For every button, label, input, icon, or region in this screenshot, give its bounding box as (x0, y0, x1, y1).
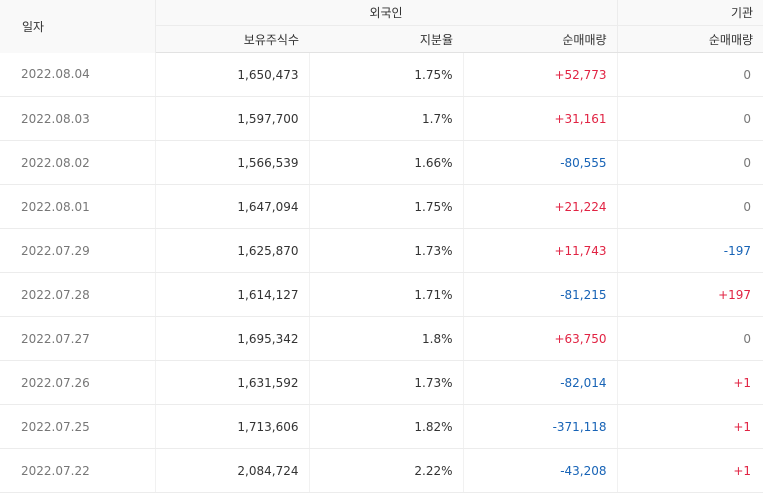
institution-net-cell: 0 (617, 96, 763, 141)
date-cell: 2022.07.27 (0, 316, 156, 361)
ratio-cell: 1.73% (309, 228, 464, 273)
foreign-net-cell: -43,208 (463, 448, 618, 493)
date-cell: 2022.08.04 (0, 52, 156, 97)
table-header: 일자 외국인 기관 보유주식수 지분율 순매매량 순매매량 (0, 0, 763, 53)
header-row-group: 일자 외국인 기관 (0, 0, 763, 53)
institution-net-column-header: 순매매량 (616, 25, 763, 53)
date-column-header: 일자 (0, 0, 156, 53)
ratio-cell: 1.75% (309, 184, 464, 229)
foreign-group-header: 외국인 (155, 0, 618, 26)
date-cell: 2022.07.25 (0, 404, 156, 449)
ratio-cell: 1.71% (309, 272, 464, 317)
table-row: 2022.07.22 2,084,724 2.22% -43,208 +1 (0, 448, 763, 493)
institution-net-cell: 0 (617, 140, 763, 185)
ratio-cell: 1.75% (309, 52, 464, 97)
ratio-column-header: 지분율 (309, 25, 463, 53)
institution-net-cell: 0 (617, 316, 763, 361)
institution-net-cell: +1 (617, 360, 763, 405)
institution-net-cell: +197 (617, 272, 763, 317)
holdings-cell: 1,647,094 (155, 184, 310, 229)
institution-net-cell: -197 (617, 228, 763, 273)
holdings-cell: 1,695,342 (155, 316, 310, 361)
date-cell: 2022.08.01 (0, 184, 156, 229)
foreign-net-cell: -81,215 (463, 272, 618, 317)
foreign-net-cell: +21,224 (463, 184, 618, 229)
institution-net-cell: 0 (617, 184, 763, 229)
holdings-cell: 1,614,127 (155, 272, 310, 317)
foreign-net-cell: +63,750 (463, 316, 618, 361)
institution-net-cell: 0 (617, 52, 763, 97)
table-body: 2022.08.04 1,650,473 1.75% +52,773 0 2022.08.… (0, 52, 763, 493)
table-row: 2022.08.02 1,566,539 1.66% -80,555 0 (0, 140, 763, 185)
date-cell: 2022.07.26 (0, 360, 156, 405)
institution-net-cell: +1 (617, 404, 763, 449)
ratio-cell: 1.8% (309, 316, 464, 361)
table-row: 2022.07.26 1,631,592 1.73% -82,014 +1 (0, 360, 763, 405)
ratio-cell: 1.66% (309, 140, 464, 185)
holdings-cell: 2,084,724 (155, 448, 310, 493)
foreign-net-column-header: 순매매량 (463, 25, 618, 53)
header-row-columns: 보유주식수 지분율 순매매량 순매매량 (0, 25, 763, 53)
ratio-cell: 1.73% (309, 360, 464, 405)
holdings-cell: 1,713,606 (155, 404, 310, 449)
holdings-cell: 1,631,592 (155, 360, 310, 405)
institution-group-header: 기관 (616, 0, 763, 26)
institution-net-cell: +1 (617, 448, 763, 493)
foreign-net-cell: +11,743 (463, 228, 618, 273)
holdings-cell: 1,650,473 (155, 52, 310, 97)
table-row: 2022.07.25 1,713,606 1.82% -371,118 +1 (0, 404, 763, 449)
date-cell: 2022.08.03 (0, 96, 156, 141)
table-row: 2022.07.29 1,625,870 1.73% +11,743 -197 (0, 228, 763, 273)
holdings-cell: 1,566,539 (155, 140, 310, 185)
date-cell: 2022.07.22 (0, 448, 156, 493)
table-row: 2022.08.01 1,647,094 1.75% +21,224 0 (0, 184, 763, 229)
foreign-net-cell: -80,555 (463, 140, 618, 185)
foreign-net-cell: +52,773 (463, 52, 618, 97)
table-row: 2022.07.28 1,614,127 1.71% -81,215 +197 (0, 272, 763, 317)
table-row: 2022.08.04 1,650,473 1.75% +52,773 0 (0, 52, 763, 97)
date-cell: 2022.08.02 (0, 140, 156, 185)
holdings-column-header: 보유주식수 (155, 25, 309, 53)
foreign-net-cell: -371,118 (463, 404, 618, 449)
holdings-cell: 1,597,700 (155, 96, 310, 141)
table-row: 2022.07.27 1,695,342 1.8% +63,750 0 (0, 316, 763, 361)
ratio-cell: 1.82% (309, 404, 464, 449)
table-row: 2022.08.03 1,597,700 1.7% +31,161 0 (0, 96, 763, 141)
date-cell: 2022.07.29 (0, 228, 156, 273)
ratio-cell: 2.22% (309, 448, 464, 493)
date-cell: 2022.07.28 (0, 272, 156, 317)
holdings-cell: 1,625,870 (155, 228, 310, 273)
foreign-net-cell: +31,161 (463, 96, 618, 141)
foreign-net-cell: -82,014 (463, 360, 618, 405)
ratio-cell: 1.7% (309, 96, 464, 141)
